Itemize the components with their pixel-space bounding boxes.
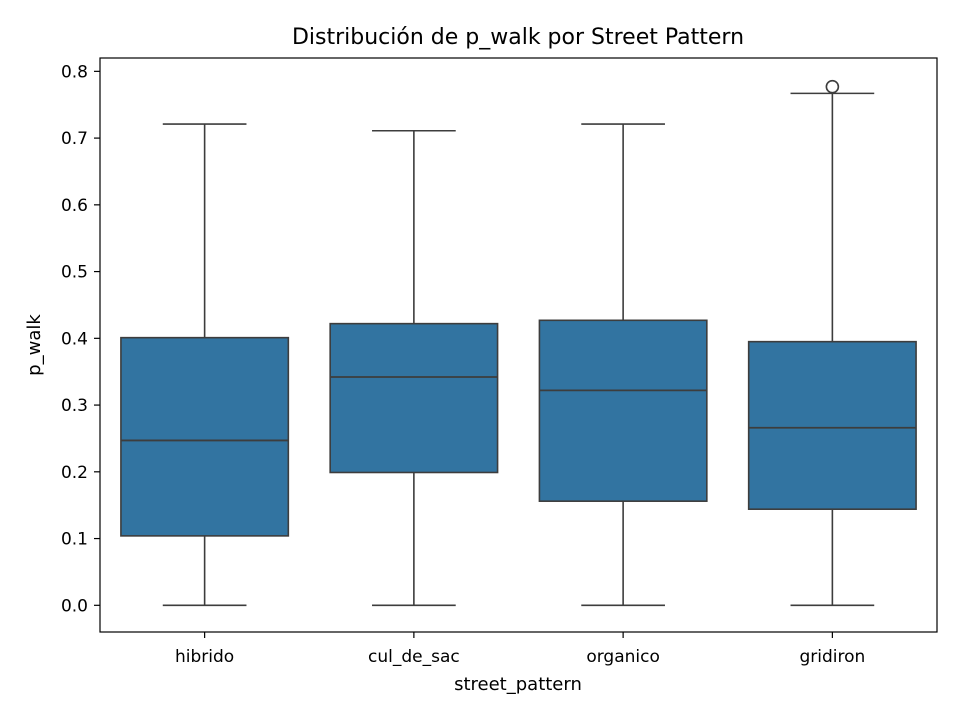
y-tick-label: 0.7 <box>61 129 88 149</box>
outlier-point <box>825 79 840 94</box>
box-group-organico <box>538 123 708 607</box>
x-axis-label: street_pattern <box>454 674 582 695</box>
y-axis-label: p_walk <box>24 314 45 376</box>
x-axis-ticks: hibrido cul_de_sac organico gridiron <box>175 632 865 667</box>
x-tick-label: hibrido <box>175 647 234 667</box>
iqr-box <box>747 340 917 510</box>
y-tick-label: 0.8 <box>61 62 88 82</box>
y-tick-label: 0.5 <box>61 263 88 283</box>
box-group-hibrido <box>120 123 290 607</box>
y-tick-label: 0.6 <box>61 196 88 216</box>
x-tick-label: cul_de_sac <box>368 647 460 667</box>
y-tick-label: 0.0 <box>61 596 88 616</box>
iqr-box <box>538 319 708 502</box>
iqr-box <box>120 336 290 537</box>
x-tick-label: gridiron <box>799 647 865 667</box>
box-group-cul_de_sac <box>329 129 499 607</box>
y-tick-label: 0.2 <box>61 463 88 483</box>
y-tick-label: 0.1 <box>61 530 88 550</box>
y-axis-ticks: 0.0 0.1 0.2 0.3 0.4 0.5 0.6 0.7 0.8 <box>61 62 100 616</box>
chart-title: Distribución de p_walk por Street Patter… <box>292 25 744 50</box>
plot-frame <box>99 57 938 633</box>
box-group-gridiron <box>747 79 917 607</box>
x-tick-label: organico <box>586 647 660 667</box>
y-tick-label: 0.4 <box>61 329 88 349</box>
y-tick-label: 0.3 <box>61 396 88 416</box>
iqr-box <box>329 322 499 474</box>
plot-area <box>120 79 917 607</box>
